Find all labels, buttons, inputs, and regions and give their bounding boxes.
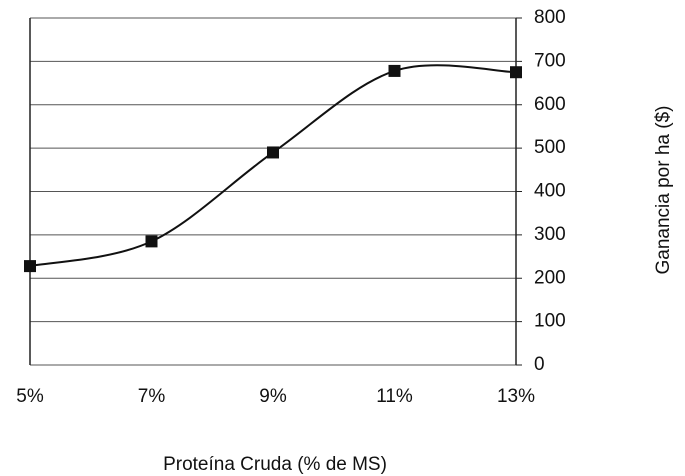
marker <box>510 66 522 79</box>
x-axis-title: Proteína Cruda (% de MS) <box>163 454 387 475</box>
x-tick-label: 7% <box>138 386 166 407</box>
y-tick-label: 200 <box>534 267 566 288</box>
x-tick-label: 5% <box>16 386 44 407</box>
y-tick-label: 600 <box>534 94 566 115</box>
y-tick-label: 800 <box>534 7 566 28</box>
y-tick-label: 0 <box>534 354 545 375</box>
y-tick-label: 300 <box>534 224 566 245</box>
y-tick-label: 700 <box>534 50 566 71</box>
y-tick-label: 100 <box>534 311 566 332</box>
marker <box>145 235 158 248</box>
y-axis-title: Ganancia por ha ($) <box>653 106 674 275</box>
x-tick-label: 13% <box>497 386 535 407</box>
marker <box>24 260 36 273</box>
marker <box>388 64 401 77</box>
y-tick-label: 500 <box>534 137 566 158</box>
y-tick-label: 400 <box>534 181 566 202</box>
marker <box>267 146 279 159</box>
x-tick-label: 9% <box>259 386 287 407</box>
x-tick-label: 11% <box>376 386 413 407</box>
line <box>29 64 517 268</box>
